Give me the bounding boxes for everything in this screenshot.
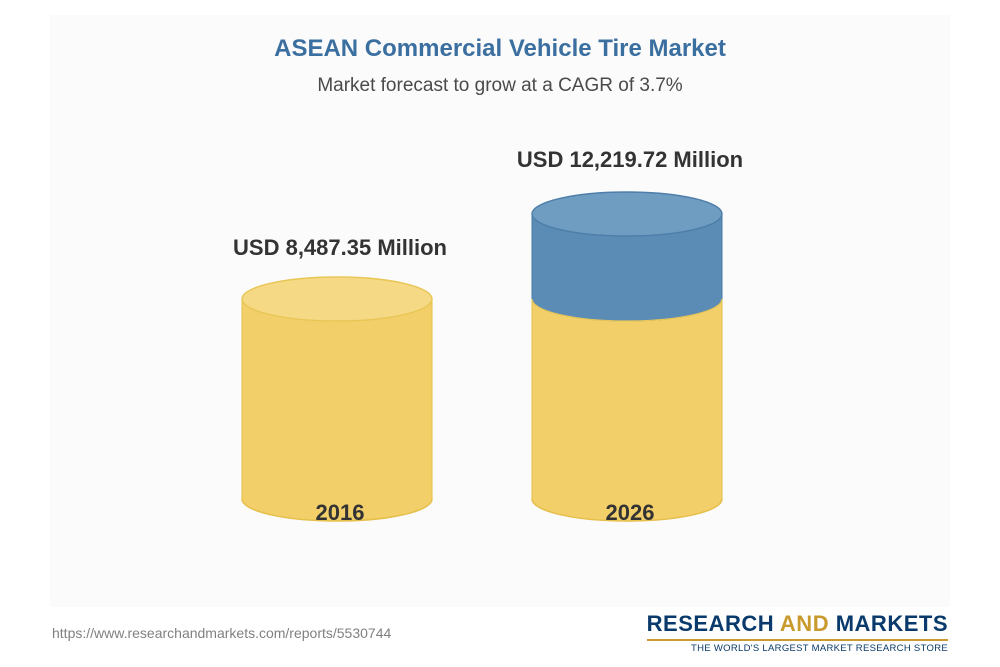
logo-word-1: RESEARCH	[647, 611, 774, 636]
chart-title: ASEAN Commercial Vehicle Tire Market	[50, 15, 950, 63]
chart-subtitle: Market forecast to grow at a CAGR of 3.7…	[50, 63, 950, 97]
year-label-2016: 2016	[240, 500, 440, 526]
cylinder-container: USD 8,487.35 Million2016USD 12,219.72 Mi…	[50, 155, 950, 547]
logo-tagline: THE WORLD'S LARGEST MARKET RESEARCH STOR…	[647, 639, 948, 654]
logo-word-3: MARKETS	[836, 611, 948, 636]
footer: https://www.researchandmarkets.com/repor…	[52, 610, 948, 655]
source-url: https://www.researchandmarkets.com/repor…	[52, 625, 391, 641]
brand-logo: RESEARCH AND MARKETS THE WORLD'S LARGEST…	[647, 611, 948, 654]
value-label-2016: USD 8,487.35 Million	[200, 235, 480, 261]
logo-main: RESEARCH AND MARKETS	[647, 611, 948, 637]
chart-area: ASEAN Commercial Vehicle Tire Market Mar…	[50, 15, 950, 607]
value-label-2026: USD 12,219.72 Million	[490, 147, 770, 173]
logo-word-2: AND	[780, 611, 829, 636]
year-label-2026: 2026	[530, 500, 730, 526]
